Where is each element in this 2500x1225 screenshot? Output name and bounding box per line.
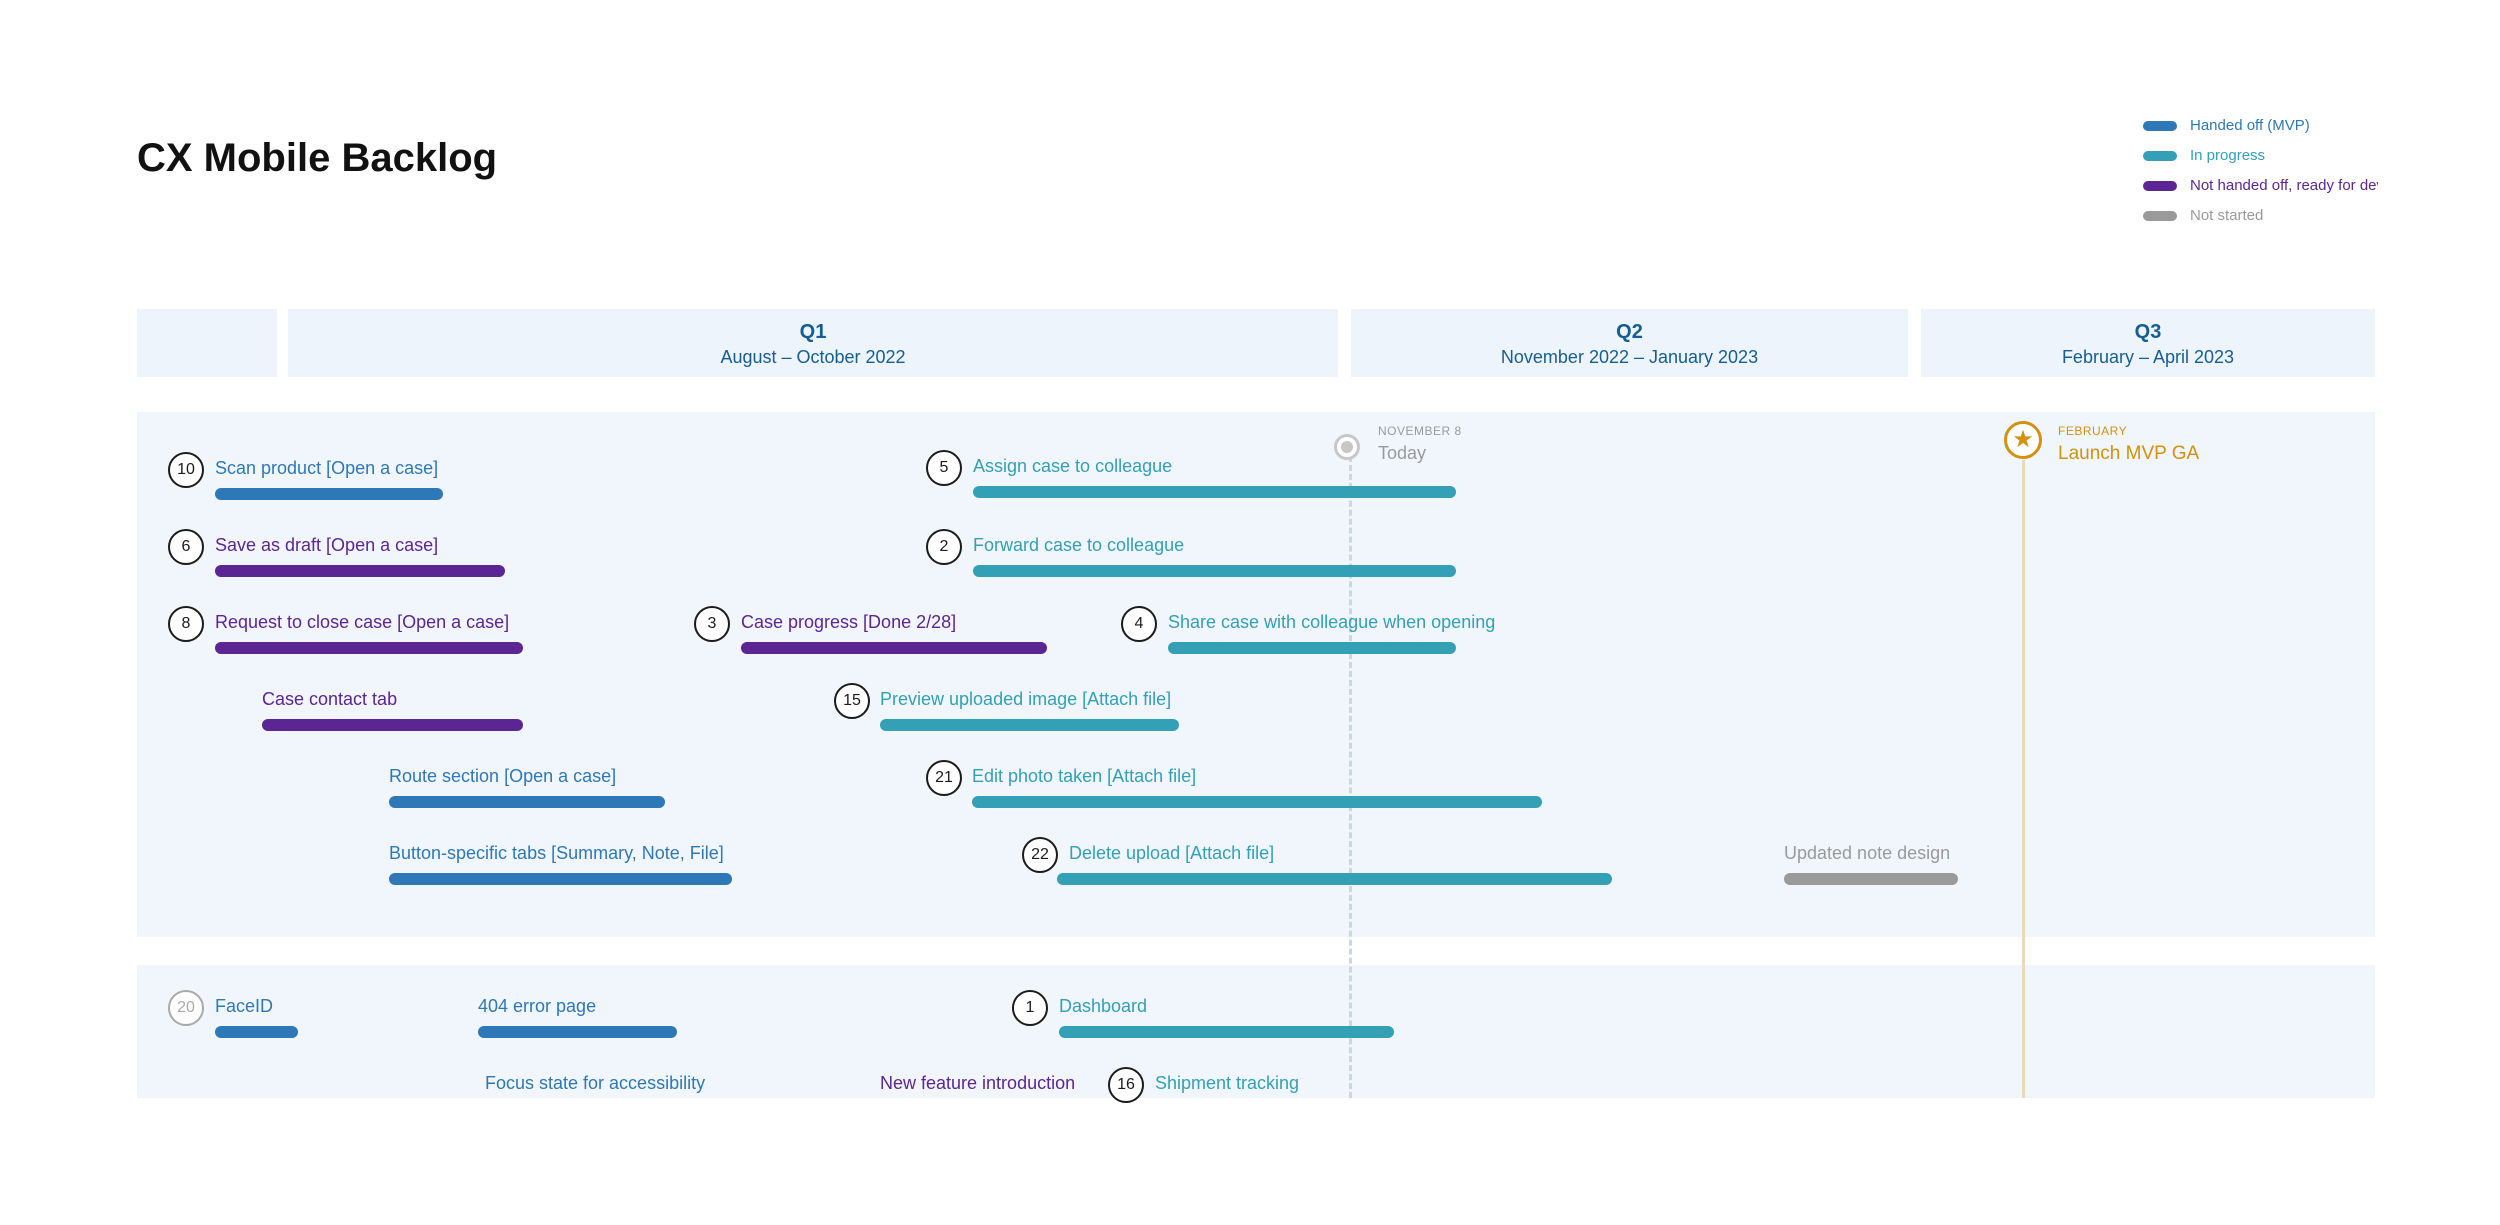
timeline-bar[interactable] xyxy=(1057,873,1612,885)
timeline-bar[interactable] xyxy=(972,796,1542,808)
legend-label: Not started xyxy=(2190,207,2264,224)
quarter-range: February – April 2023 xyxy=(2061,347,2235,367)
quarter-range: August – October 2022 xyxy=(720,347,906,367)
legend-item-not-started: Not started xyxy=(2143,206,2378,226)
backlog-item-label: Assign case to colleague xyxy=(973,456,1173,476)
priority-badge: 4 xyxy=(1121,606,1157,642)
priority-badge: 3 xyxy=(694,606,730,642)
legend-swatch xyxy=(2143,181,2177,191)
quarter-name: Q1 xyxy=(799,321,827,343)
quarter-header-q3: Q3 February – April 2023 xyxy=(1921,309,2375,377)
priority-badge: 8 xyxy=(168,606,204,642)
priority-badge: 6 xyxy=(168,529,204,565)
quarter-range: November 2022 – January 2023 xyxy=(1500,347,1759,367)
backlog-item-label: Save as draft [Open a case] xyxy=(215,535,439,555)
page-title: CX Mobile Backlog xyxy=(137,136,498,180)
timeline-bar[interactable] xyxy=(1168,642,1456,654)
priority-badge: 20 xyxy=(168,990,204,1026)
today-date: NOVEMBER 8 xyxy=(1378,424,1462,438)
backlog-item-label: FaceID xyxy=(215,996,274,1016)
launch-date: FEBRUARY xyxy=(2058,424,2128,438)
today-marker-line xyxy=(1349,456,1352,1098)
backlog-item-label: Button-specific tabs [Summary, Note, Fil… xyxy=(389,843,724,863)
timeline-bar[interactable] xyxy=(215,488,443,500)
quarter-header-q1: Q1 August – October 2022 xyxy=(288,309,1338,377)
legend-swatch xyxy=(2143,151,2177,161)
backlog-item-label: Case progress [Done 2/28] xyxy=(741,612,957,632)
timeline-bar[interactable] xyxy=(1784,873,1958,885)
legend-swatch xyxy=(2143,121,2177,131)
quarter-name: Q2 xyxy=(1616,321,1643,343)
backlog-item-label: Edit photo taken [Attach file] xyxy=(972,766,1197,786)
today-marker-icon xyxy=(1334,434,1360,460)
backlog-item-label: Delete upload [Attach file] xyxy=(1069,843,1275,863)
legend-label: In progress xyxy=(2190,147,2266,164)
timeline-bar[interactable] xyxy=(215,642,523,654)
today-label: Today xyxy=(1378,443,1427,463)
backlog-item-label: Scan product [Open a case] xyxy=(215,458,439,478)
backlog-item-label: Request to close case [Open a case] xyxy=(215,612,510,632)
quarter-header-blank xyxy=(137,309,277,377)
timeline-bar[interactable] xyxy=(880,719,1179,731)
backlog-item-label: Preview uploaded image [Attach file] xyxy=(880,689,1172,709)
backlog-item-label: Route section [Open a case] xyxy=(389,766,617,786)
priority-badge: 2 xyxy=(926,529,962,565)
backlog-item-label: Dashboard xyxy=(1059,996,1148,1016)
backlog-item-label: Share case with colleague when opening xyxy=(1168,612,1496,632)
legend-swatch xyxy=(2143,211,2177,221)
timeline-bar[interactable] xyxy=(215,565,505,577)
priority-badge: 16 xyxy=(1108,1067,1144,1103)
backlog-item-label: New feature introduction xyxy=(880,1073,1076,1093)
backlog-item-label: Updated note design xyxy=(1784,843,1951,863)
launch-marker-line xyxy=(2022,460,2025,1098)
swimlane-panel-main xyxy=(137,412,2375,937)
timeline-bar[interactable] xyxy=(262,719,523,731)
legend-item-not-handed-off: Not handed off, ready for dev xyxy=(2143,176,2378,196)
backlog-item-label: Focus state for accessibility xyxy=(485,1073,706,1093)
priority-badge: 10 xyxy=(168,452,204,488)
legend-item-handed-off: Handed off (MVP) xyxy=(2143,116,2378,136)
priority-badge: 15 xyxy=(834,683,870,719)
legend-label: Handed off (MVP) xyxy=(2190,117,2310,134)
launch-label: Launch MVP GA xyxy=(2058,443,2200,464)
timeline-bar[interactable] xyxy=(389,873,732,885)
priority-badge: 21 xyxy=(926,760,962,796)
legend-label: Not handed off, ready for dev xyxy=(2190,177,2378,194)
timeline-bar[interactable] xyxy=(1059,1026,1394,1038)
backlog-item-label: Forward case to colleague xyxy=(973,535,1185,555)
star-icon: ★ xyxy=(2004,421,2042,459)
quarter-header-q2: Q2 November 2022 – January 2023 xyxy=(1351,309,1908,377)
priority-badge: 22 xyxy=(1022,837,1058,873)
backlog-item-label: Case contact tab xyxy=(262,689,398,709)
priority-badge: 1 xyxy=(1012,990,1048,1026)
quarter-name: Q3 xyxy=(2134,321,2162,343)
timeline-bar[interactable] xyxy=(389,796,665,808)
timeline-bar[interactable] xyxy=(478,1026,677,1038)
timeline-bar[interactable] xyxy=(215,1026,298,1038)
legend-item-in-progress: In progress xyxy=(2143,146,2378,166)
timeline-bar[interactable] xyxy=(973,565,1456,577)
timeline-bar[interactable] xyxy=(973,486,1456,498)
priority-badge: 5 xyxy=(926,450,962,486)
backlog-item-label: 404 error page xyxy=(478,996,597,1016)
backlog-item-label: Shipment tracking xyxy=(1155,1073,1300,1093)
timeline-bar[interactable] xyxy=(741,642,1047,654)
